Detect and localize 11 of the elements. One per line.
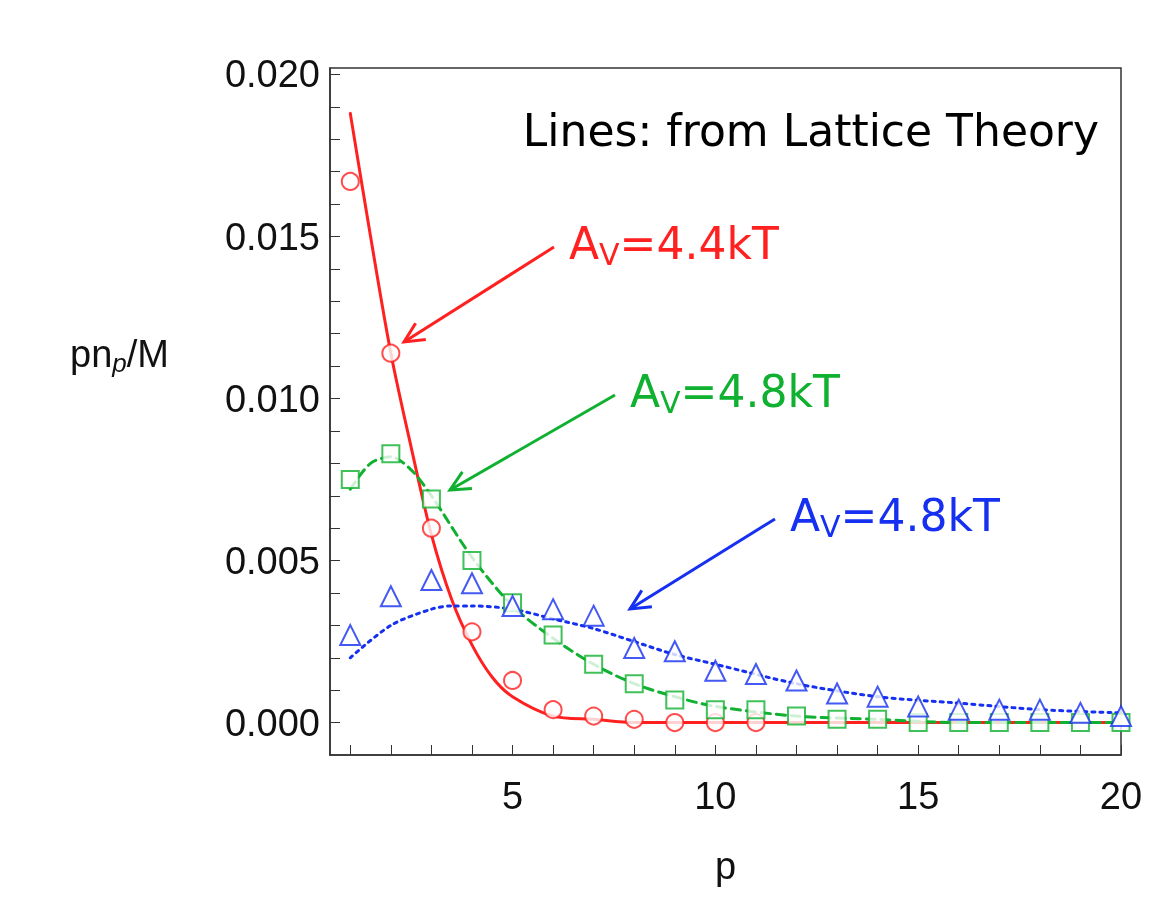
y-tick-label: 0.000 (224, 701, 320, 744)
y-tick-label: 0.010 (224, 377, 320, 420)
x-axis-title: p (714, 845, 737, 887)
y-tick-label: 0.020 (224, 53, 320, 96)
x-tick-label: 10 (694, 775, 737, 817)
y-tick-label: 0.015 (224, 215, 320, 258)
x-tick-label: 15 (897, 775, 940, 817)
x-tick-label: 5 (501, 775, 524, 817)
annotation: Lines: from Lattice Theory (522, 104, 1100, 156)
y-tick-label: 0.005 (224, 539, 320, 582)
x-tick-label: 20 (1099, 775, 1143, 817)
